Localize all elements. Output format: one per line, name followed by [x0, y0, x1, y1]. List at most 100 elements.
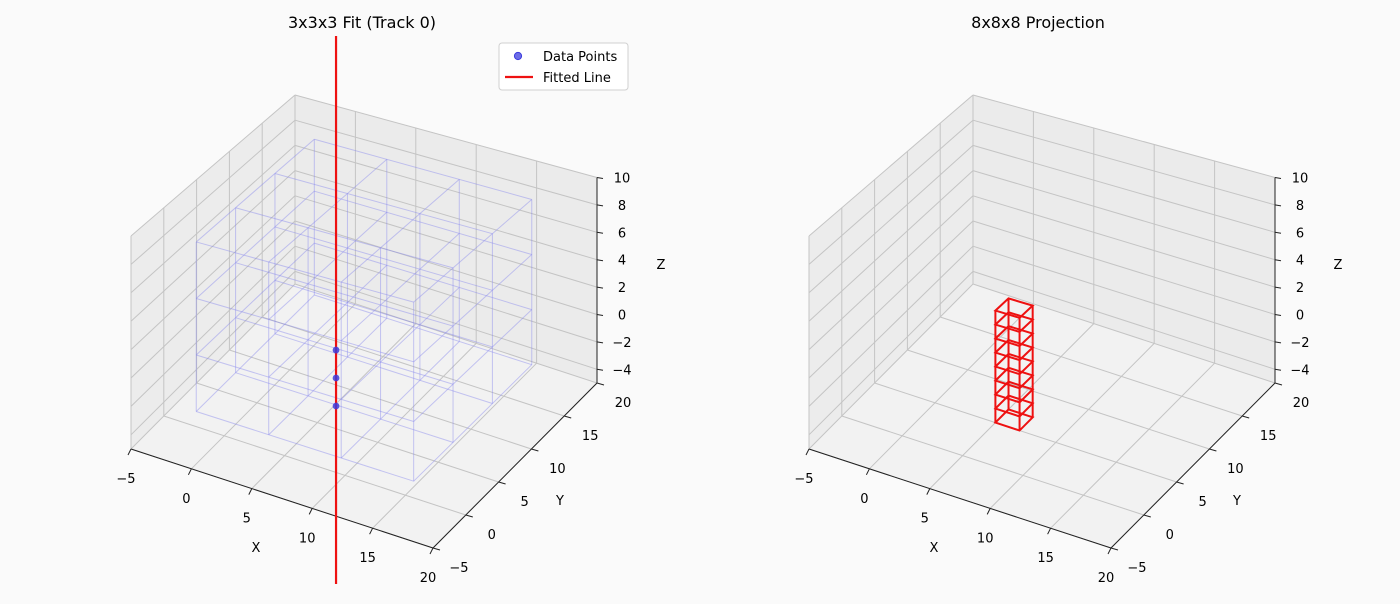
y-tick-mark [1274, 382, 1283, 386]
gridline [262, 316, 565, 417]
z-tick-label: 10 [614, 172, 631, 187]
x-tick-label: 0 [860, 492, 868, 507]
z-tick-mark [596, 341, 604, 344]
gridline [130, 220, 296, 379]
z-tick-label: −4 [612, 363, 631, 378]
z-tick-label: 2 [618, 281, 626, 296]
x-tick-label: 0 [182, 492, 190, 507]
z-tick-mark [1274, 286, 1282, 289]
voxel-edge [268, 317, 388, 436]
voxel-edge [196, 411, 414, 482]
legend: Data Points Fitted Line [498, 42, 629, 91]
data-point [332, 402, 340, 410]
voxel-edge [340, 287, 460, 400]
axes-3d: −5 0 5 10 15 20 −5 0 5 10 15 20 −4 −2 0 2 4 6 8 10 [794, 94, 1310, 586]
x-tick-label: −5 [116, 472, 135, 487]
gridline [808, 271, 974, 436]
x-tick-mark [308, 508, 313, 515]
panel-8x8x8-projection: −5 0 5 10 15 20 −5 0 5 10 15 20 −4 −2 0 2 4 6 8 10 8x8x8 Pr… [794, 13, 1342, 586]
y-tick-label: 15 [582, 429, 599, 444]
x-tick-mark [926, 488, 931, 495]
gridline [372, 362, 537, 529]
y-tick-mark [531, 448, 539, 452]
voxel-edge [314, 190, 532, 256]
x-tick-mark [1047, 527, 1052, 535]
gridline [940, 316, 1243, 417]
z-tick-mark [1274, 368, 1282, 371]
y-tick-mark [1242, 415, 1250, 419]
z-tick-mark [596, 368, 604, 371]
y-tick-mark [498, 481, 506, 485]
gridline [972, 119, 1276, 206]
voxel-edge [268, 158, 388, 263]
gridline [808, 195, 974, 350]
x-tick-mark [1107, 547, 1112, 555]
gridline [808, 119, 974, 265]
voxel-edge [195, 294, 315, 412]
x-tick-mark [127, 448, 132, 456]
z-tick-mark [1274, 314, 1282, 316]
plot-marks [195, 36, 533, 584]
voxel-edge [196, 354, 414, 422]
gridline [808, 94, 974, 237]
x-tick-mark [429, 547, 434, 555]
voxel-edge [196, 241, 414, 303]
gridline [294, 245, 598, 343]
x-tick-label: 15 [1037, 551, 1054, 566]
z-tick-label: 8 [618, 199, 626, 214]
gridline [130, 195, 296, 350]
z-tick-label: 10 [1292, 172, 1309, 187]
z-tick-label: 8 [1296, 199, 1304, 214]
gridline [841, 415, 1144, 516]
chart-title: 3x3x3 Fit (Track 0) [288, 13, 436, 32]
gridline [294, 170, 598, 261]
gridline [130, 271, 296, 436]
x-tick-label: 10 [299, 531, 316, 546]
y-axis-line [1110, 382, 1276, 549]
axes-3d: −5 0 5 10 15 20 −5 0 5 10 15 20 −4 −2 0 2 4 6 8 10 [116, 94, 632, 586]
voxel-edge [274, 333, 493, 405]
x-tick-mark [805, 448, 810, 456]
y-tick-label: 10 [1227, 462, 1244, 477]
y-tick-mark [432, 547, 441, 551]
gridline [294, 220, 598, 315]
panel-3x3x3-fit: −5 0 5 10 15 20 −5 0 5 10 15 20 −4 −2 0 2 4 6 8 10 3x3x3 Fi… [116, 13, 665, 586]
gridline [808, 145, 974, 294]
gridline [972, 245, 1276, 343]
z-tick-mark [1274, 177, 1282, 179]
y-tick-mark [1143, 514, 1151, 518]
x-tick-mark [187, 468, 192, 476]
y-tick-label: 15 [1260, 429, 1277, 444]
z-tick-label: 0 [1296, 309, 1304, 324]
gridline [989, 343, 1155, 509]
y-axis-line [432, 382, 598, 549]
x-tick-label: 5 [243, 512, 251, 527]
gridline [972, 283, 1276, 384]
gridline [929, 323, 1095, 489]
floor-pane [809, 284, 1275, 548]
z-tick-label: −2 [612, 336, 631, 351]
x-axis-line [808, 448, 1112, 549]
legend-frame [498, 42, 629, 91]
y-tick-mark [1110, 547, 1119, 551]
gridline [808, 283, 974, 450]
voxel-edge [268, 264, 388, 378]
gridline [130, 94, 296, 237]
legend-marker-data-points [513, 51, 523, 61]
voxel-edge [274, 226, 493, 291]
z-tick-mark [596, 286, 604, 289]
z-tick-mark [596, 177, 604, 179]
gridline [294, 119, 598, 206]
voxel-edge [235, 317, 454, 385]
voxel-edge [235, 207, 454, 269]
gridline [294, 270, 598, 370]
x-axis-line [130, 448, 434, 549]
y-axis-label: Y [555, 494, 564, 509]
voxel-edge [314, 138, 532, 200]
gridline [196, 382, 499, 483]
voxel-edge [274, 173, 493, 235]
gridline [294, 144, 598, 233]
gridline [130, 119, 296, 265]
y-tick-label: −5 [449, 561, 468, 576]
